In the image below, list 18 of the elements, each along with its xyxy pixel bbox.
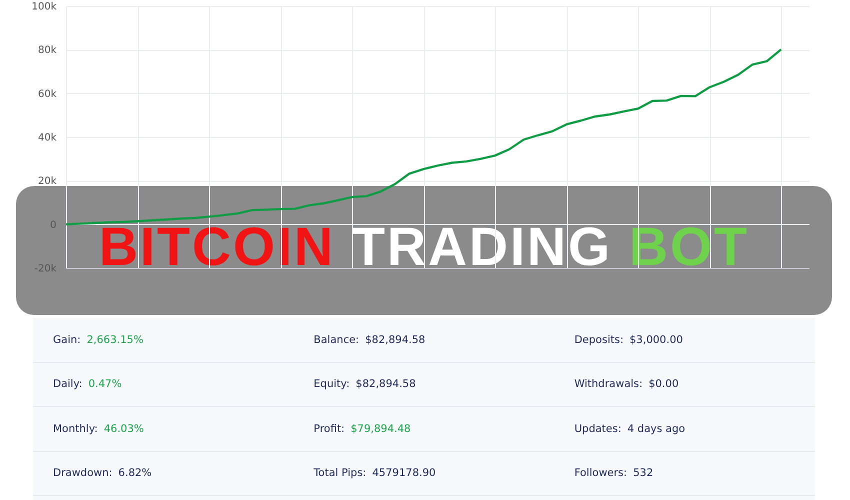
- y-tick-label: 20k: [38, 176, 57, 188]
- text: Total Pips: 4579178.90: [314, 467, 436, 480]
- text: Withdrawals: $0.00: [574, 378, 679, 390]
- text: Balance: $82,894.58: [314, 334, 426, 346]
- text: Followers: 532: [574, 467, 654, 480]
- text: Profit: $79,894.48: [314, 422, 411, 435]
- line-series: [64, 48, 782, 226]
- y-tick-label: 80k: [38, 45, 57, 56]
- text: Updates: 4 days ago: [574, 422, 686, 435]
- y-tick-label: 40k: [38, 132, 57, 144]
- text: Drawdown: 6.82%: [53, 467, 152, 480]
- y-tick-label: 100k: [32, 2, 57, 12]
- text: Equity: $82,894.58: [314, 378, 416, 390]
- text: Monthly: 46.03%: [53, 422, 144, 435]
- text: Daily: 0.47%: [53, 378, 122, 390]
- text: Deposits: $3,000.00: [574, 334, 683, 346]
- text: Gain: 2,663.15%: [53, 334, 144, 346]
- y-tick-label: 60k: [38, 88, 57, 100]
